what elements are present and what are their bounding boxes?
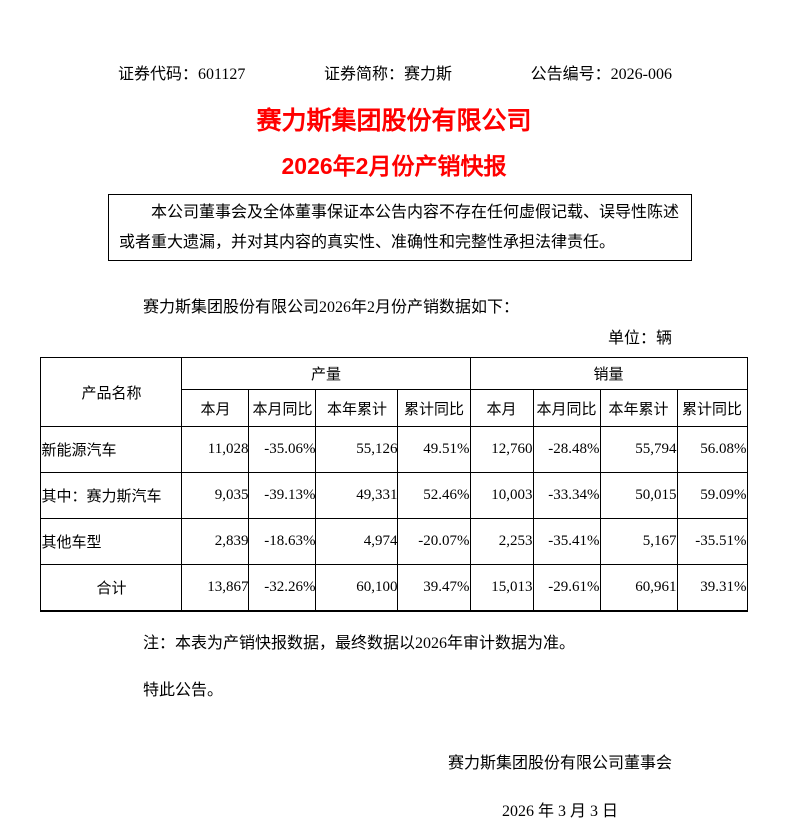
announcement-number-value: 2026-006 (610, 66, 672, 83)
product-name-cell: 新能源汽车 (40, 426, 183, 473)
page-title: 赛力斯集团股份有限公司 (256, 107, 532, 135)
table-cell: 55,794 (599, 426, 678, 473)
table-cell: -29.61% (532, 564, 601, 611)
col-header-production-month: 本月 (181, 389, 250, 427)
table-row-seres: 其中：赛力斯汽车 9,035 -39.13% 49,331 52.46% 10,… (40, 472, 748, 519)
signature-block: 赛力斯集团股份有限公司董事会 2026 年 3 月 3 日 (448, 749, 672, 821)
table-cell: 49.51% (397, 426, 471, 473)
table-row-other: 其他车型 2,839 -18.63% 4,974 -20.07% 2,253 -… (40, 518, 748, 565)
stock-code-value: 601127 (198, 66, 246, 83)
table-row-nev: 新能源汽车 11,028 -35.06% 55,126 49.51% 12,76… (40, 426, 748, 473)
table-row-total: 合计 13,867 -32.26% 60,100 39.47% 15,013 -… (40, 564, 748, 611)
col-header-production-ytd-yoy: 累计同比 (397, 389, 471, 427)
note-paragraph: 注：本表为产销快报数据，最终数据以2026年审计数据为准。 (143, 634, 576, 652)
closing-paragraph: 特此公告。 (143, 681, 224, 699)
col-header-sales-month: 本月 (469, 389, 534, 427)
table-cell: 9,035 (181, 472, 250, 519)
disclaimer-text: 本公司董事会及全体董事保证本公告内容不存在任何虚假记载、误导性陈述或者重大遗漏，… (119, 204, 680, 251)
table-cell: 15,013 (469, 564, 534, 611)
table-cell: -33.34% (532, 472, 601, 519)
table-cell: 10,003 (469, 472, 534, 519)
table-cell: -20.07% (397, 518, 471, 565)
announcement-number: 公告编号：2026-006 (531, 60, 672, 84)
table-cell: -35.06% (248, 426, 317, 473)
table-cell: 49,331 (315, 472, 399, 519)
table-sub-header-row: 本月 本月同比 本年累计 累计同比 本月 本月同比 本年累计 累计同比 (41, 389, 748, 427)
col-header-sales-month-yoy: 本月同比 (532, 389, 601, 427)
table-cell: 60,100 (315, 564, 399, 611)
col-header-product-name: 产品名称 (40, 357, 183, 427)
table-cell: 5,167 (599, 518, 678, 565)
intro-paragraph: 赛力斯集团股份有限公司2026年2月份产销数据如下： (143, 299, 520, 316)
table-cell: -18.63% (248, 518, 317, 565)
col-group-sales: 销量 (469, 357, 748, 390)
product-name-cell: 合计 (40, 564, 183, 611)
production-sales-table: 产品名称 产量 销量 本月 本月同比 本年累计 累计同比 本月 本月同比 本年累… (40, 357, 748, 612)
table-group-header-row: 产品名称 产量 销量 (40, 357, 748, 427)
table-cell: 56.08% (676, 426, 748, 473)
signature-date: 2026 年 3 月 3 日 (501, 802, 618, 820)
product-name-cell: 其中：赛力斯汽车 (40, 472, 183, 519)
table-cell: -28.48% (532, 426, 601, 473)
stock-code: 证券代码：601127 (118, 60, 245, 84)
page-subtitle: 2026年2月份产销快报 (281, 153, 507, 179)
table-cell: 50,015 (599, 472, 678, 519)
stock-name-label: 证券简称： (324, 66, 405, 83)
table-cell: 12,760 (469, 426, 534, 473)
table-cell: 39.31% (676, 564, 748, 611)
table-cell: 52.46% (397, 472, 471, 519)
disclaimer-box: 本公司董事会及全体董事保证本公告内容不存在任何虚假记载、误导性陈述或者重大遗漏，… (108, 194, 692, 261)
table-cell: 55,126 (315, 426, 399, 473)
table-cell: 13,867 (181, 564, 250, 611)
col-header-production-month-yoy: 本月同比 (248, 389, 317, 427)
table-cell: -35.41% (532, 518, 601, 565)
table-cell: -35.51% (676, 518, 748, 565)
stock-code-label: 证券代码： (118, 66, 199, 83)
stock-name-value: 赛力斯 (404, 66, 453, 83)
table-cell: 59.09% (676, 472, 748, 519)
stock-name: 证券简称：赛力斯 (324, 60, 452, 84)
col-header-production-ytd: 本年累计 (315, 389, 399, 427)
signature-company: 赛力斯集团股份有限公司董事会 (447, 754, 672, 772)
announcement-number-label: 公告编号： (530, 66, 611, 83)
table-cell: 2,253 (469, 518, 534, 565)
table-cell: 4,974 (315, 518, 399, 565)
document-meta-row: 证券代码：601127 证券简称：赛力斯 公告编号：2026-006 (118, 60, 672, 84)
col-header-sales-ytd: 本年累计 (599, 389, 678, 427)
table-cell: -32.26% (248, 564, 317, 611)
product-name-cell: 其他车型 (40, 518, 183, 565)
table-cell: 11,028 (181, 426, 250, 473)
col-header-sales-ytd-yoy: 累计同比 (676, 389, 748, 427)
table-cell: 60,961 (599, 564, 678, 611)
table-cell: 2,839 (181, 518, 250, 565)
table-cell: 39.47% (397, 564, 471, 611)
col-group-production: 产量 (181, 357, 471, 390)
table-cell: -39.13% (248, 472, 317, 519)
unit-label: 单位：辆 (607, 330, 672, 347)
